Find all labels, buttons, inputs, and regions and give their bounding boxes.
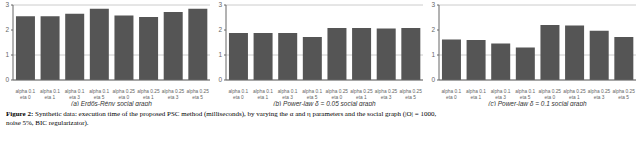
- svg-text:alpha 0.1eta 3: alpha 0.1eta 3: [491, 89, 511, 100]
- svg-text:3: 3: [8, 1, 9, 8]
- svg-text:0: 0: [218, 76, 222, 83]
- svg-text:alpha 0.1eta 3: alpha 0.1eta 3: [278, 89, 298, 100]
- svg-text:alpha 0.25eta 3: alpha 0.25eta 3: [162, 89, 185, 100]
- svg-text:alpha 0.1eta 1: alpha 0.1eta 1: [253, 89, 273, 100]
- svg-text:0: 0: [8, 76, 9, 83]
- svg-text:alpha 0.25eta 0: alpha 0.25eta 0: [539, 89, 562, 100]
- svg-text:(b) Power-law δ = 0.05 social: (b) Power-law δ = 0.05 social graph: [273, 100, 376, 106]
- svg-text:1: 1: [431, 51, 435, 58]
- svg-text:alpha 0.25eta 5: alpha 0.25eta 5: [399, 89, 422, 100]
- svg-text:3: 3: [218, 1, 222, 8]
- svg-text:3: 3: [431, 1, 435, 8]
- svg-text:alpha 0.25eta 1: alpha 0.25eta 1: [137, 89, 160, 100]
- svg-text:alpha 0.1eta 1: alpha 0.1eta 1: [40, 89, 60, 100]
- svg-text:alpha 0.1eta 3: alpha 0.1eta 3: [65, 89, 85, 100]
- svg-text:alpha 0.1eta 5: alpha 0.1eta 5: [302, 89, 322, 100]
- svg-text:1: 1: [218, 51, 222, 58]
- svg-text:alpha 0.25eta 3: alpha 0.25eta 3: [375, 89, 398, 100]
- svg-text:2: 2: [218, 26, 222, 33]
- svg-text:(c) Power-law δ = 0.1 social g: (c) Power-law δ = 0.1 social graph: [488, 100, 587, 106]
- svg-text:2: 2: [431, 26, 435, 33]
- svg-text:alpha 0.1eta 0: alpha 0.1eta 0: [441, 89, 461, 100]
- svg-text:alpha 0.25eta 0: alpha 0.25eta 0: [113, 89, 136, 100]
- svg-text:alpha 0.1eta 0: alpha 0.1eta 0: [228, 89, 248, 100]
- svg-text:alpha 0.25eta 3: alpha 0.25eta 3: [588, 89, 611, 100]
- svg-text:(a) Erdős-Rény social graph: (a) Erdős-Rény social graph: [71, 100, 152, 106]
- svg-text:alpha 0.1eta 1: alpha 0.1eta 1: [466, 89, 486, 100]
- svg-text:alpha 0.25eta 5: alpha 0.25eta 5: [612, 89, 632, 100]
- svg-text:alpha 0.25eta 1: alpha 0.25eta 1: [563, 89, 586, 100]
- svg-text:alpha 0.1eta 0: alpha 0.1eta 0: [15, 89, 35, 100]
- svg-text:alpha 0.25eta 0: alpha 0.25eta 0: [326, 89, 349, 100]
- svg-text:alpha 0.25eta 5: alpha 0.25eta 5: [186, 89, 209, 100]
- svg-text:alpha 0.1eta 5: alpha 0.1eta 5: [89, 89, 109, 100]
- svg-text:alpha 0.25eta 1: alpha 0.25eta 1: [350, 89, 373, 100]
- svg-text:alpha 0.1eta 5: alpha 0.1eta 5: [515, 89, 535, 100]
- svg-text:1: 1: [8, 51, 9, 58]
- html-text:Figure 2: Synthetic data: exec: Figure 2: Synthetic data: execution time…: [6, 110, 437, 127]
- svg-text:0: 0: [431, 76, 435, 83]
- svg-text:2: 2: [8, 26, 9, 33]
